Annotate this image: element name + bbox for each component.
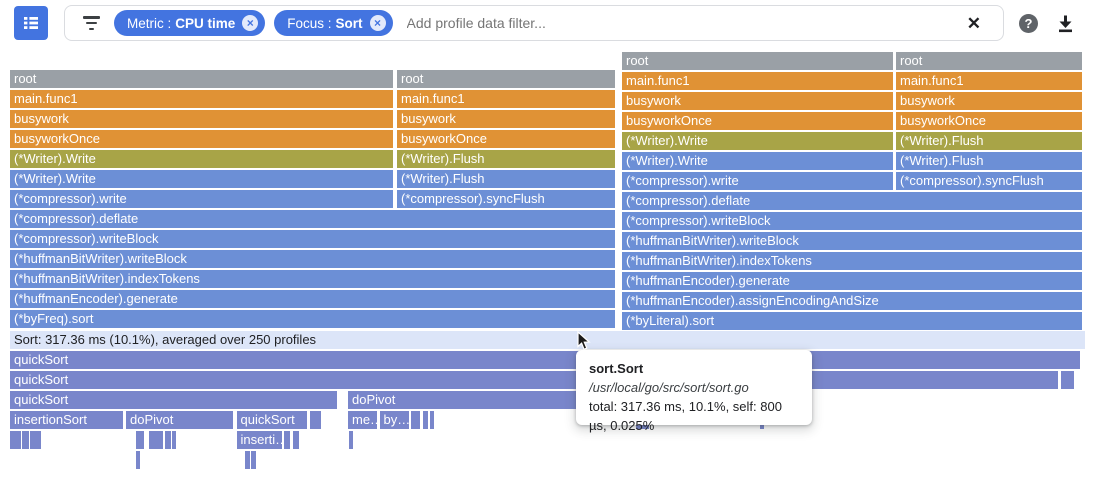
flame-frame[interactable] bbox=[410, 411, 420, 429]
flame-frame--compressor-writeblock[interactable]: (*compressor).writeBlock bbox=[622, 212, 1082, 230]
flame-frame-by-[interactable]: by… bbox=[379, 411, 409, 429]
flame-frame--writer-write[interactable]: (*Writer).Write bbox=[10, 170, 393, 188]
flame-frame[interactable] bbox=[136, 431, 144, 449]
flame-frame-dopivot[interactable]: doPivot bbox=[126, 411, 233, 429]
flame-frame--compressor-syncflush[interactable]: (*compressor).syncFlush bbox=[397, 190, 615, 208]
flame-frame[interactable] bbox=[293, 431, 299, 449]
flame-frame-busywork[interactable]: busywork bbox=[896, 92, 1082, 110]
flame-frame--writer-write[interactable]: (*Writer).Write bbox=[10, 150, 393, 168]
flame-frame--huffmanencoder-generate[interactable]: (*huffmanEncoder).generate bbox=[622, 272, 1082, 290]
flame-frame--huffmanbitwriter-indextokens[interactable]: (*huffmanBitWriter).indexTokens bbox=[622, 252, 1082, 270]
flame-frame[interactable] bbox=[22, 431, 29, 449]
flame-frame-busywork[interactable]: busywork bbox=[10, 110, 393, 128]
flame-frame-quicksort[interactable]: quickSort bbox=[10, 391, 337, 409]
flame-frame[interactable] bbox=[149, 431, 163, 449]
flame-frame[interactable] bbox=[245, 451, 250, 469]
chip-metric-cpu-time[interactable]: Metric : CPU time × bbox=[114, 10, 266, 36]
flame-frame--byfreq-sort[interactable]: (*byFreq).sort bbox=[10, 310, 615, 328]
flame-frame-insertionsort[interactable]: insertionSort bbox=[10, 411, 123, 429]
flame-frame--huffmanbitwriter-writeblock[interactable]: (*huffmanBitWriter).writeBlock bbox=[622, 232, 1082, 250]
clear-filters-icon[interactable]: ✕ bbox=[966, 14, 981, 33]
flame-frame[interactable] bbox=[171, 431, 176, 449]
flame-frame--writer-flush[interactable]: (*Writer).Flush bbox=[397, 170, 615, 188]
chip-prefix: Metric : bbox=[127, 15, 172, 31]
flame-frame-root[interactable]: root bbox=[10, 70, 393, 88]
filter-input[interactable] bbox=[404, 14, 1003, 32]
flame-frame-main-func1[interactable]: main.func1 bbox=[397, 90, 615, 108]
flame-frame-busyworkonce[interactable]: busyworkOnce bbox=[896, 112, 1082, 130]
flame-frame-main-func1[interactable]: main.func1 bbox=[896, 72, 1082, 90]
flame-frame[interactable] bbox=[348, 431, 353, 449]
flame-frame--huffmanbitwriter-indextokens[interactable]: (*huffmanBitWriter).indexTokens bbox=[10, 270, 615, 288]
chip-value: CPU time bbox=[175, 15, 236, 31]
chip-value: Sort bbox=[335, 15, 363, 31]
flame-frame-root[interactable]: root bbox=[896, 52, 1082, 70]
flame-frame--compressor-writeblock[interactable]: (*compressor).writeBlock bbox=[10, 230, 615, 248]
filter-list-icon bbox=[82, 16, 100, 30]
flame-frame-busywork[interactable]: busywork bbox=[397, 110, 615, 128]
flame-frame-root[interactable]: root bbox=[622, 52, 893, 70]
view-list-icon bbox=[24, 17, 38, 29]
flame-frame[interactable] bbox=[1060, 371, 1074, 389]
flame-frame--compressor-write[interactable]: (*compressor).write bbox=[10, 190, 393, 208]
flame-frame-sort-317-36-ms-10-1-averaged-over-250-profiles[interactable]: Sort: 317.36 ms (10.1%), averaged over 2… bbox=[10, 331, 1085, 349]
chip-remove-icon[interactable]: × bbox=[242, 15, 259, 31]
flame-frame[interactable] bbox=[30, 431, 34, 449]
tooltip-stats: total: 317.36 ms, 10.1%, self: 800 µs, 0… bbox=[589, 399, 782, 433]
flame-frame--writer-flush[interactable]: (*Writer).Flush bbox=[896, 152, 1082, 170]
flame-frame[interactable] bbox=[34, 431, 41, 449]
toolbar: Metric : CPU time × Focus : Sort × ✕ ? bbox=[0, 0, 1096, 48]
menu-button[interactable] bbox=[14, 6, 48, 40]
flame-frame--compressor-write[interactable]: (*compressor).write bbox=[622, 172, 893, 190]
flame-frame--writer-flush[interactable]: (*Writer).Flush bbox=[397, 150, 615, 168]
frame-tooltip: sort.Sort /usr/local/go/src/sort/sort.go… bbox=[576, 350, 812, 433]
download-icon[interactable] bbox=[1055, 13, 1076, 34]
mouse-cursor-icon bbox=[577, 331, 591, 351]
flame-frame--huffmanbitwriter-writeblock[interactable]: (*huffmanBitWriter).writeBlock bbox=[10, 250, 615, 268]
flame-frame[interactable] bbox=[165, 431, 171, 449]
flame-frame-busyworkonce[interactable]: busyworkOnce bbox=[397, 130, 615, 148]
flame-frame--compressor-syncflush[interactable]: (*compressor).syncFlush bbox=[896, 172, 1082, 190]
tooltip-source-path: /usr/local/go/src/sort/sort.go bbox=[589, 380, 749, 395]
flame-frame[interactable] bbox=[429, 411, 434, 429]
flame-frame[interactable] bbox=[310, 411, 321, 429]
chip-remove-icon[interactable]: × bbox=[369, 15, 386, 31]
flame-frame-main-func1[interactable]: main.func1 bbox=[622, 72, 893, 90]
flame-frame-busyworkonce[interactable]: busyworkOnce bbox=[10, 130, 393, 148]
flame-frame-me-[interactable]: me… bbox=[348, 411, 377, 429]
flame-frame--compressor-deflate[interactable]: (*compressor).deflate bbox=[10, 210, 615, 228]
flame-frame-inserti-[interactable]: inserti… bbox=[236, 431, 282, 449]
flame-frame-root[interactable]: root bbox=[397, 70, 615, 88]
flame-frame-busywork[interactable]: busywork bbox=[622, 92, 893, 110]
flame-frame--byliteral-sort[interactable]: (*byLiteral).sort bbox=[622, 312, 1082, 330]
flame-frame[interactable] bbox=[10, 431, 21, 449]
flame-frame-quicksort[interactable]: quickSort bbox=[10, 351, 1080, 369]
flame-frame[interactable] bbox=[250, 451, 256, 469]
flame-frame--writer-flush[interactable]: (*Writer).Flush bbox=[896, 132, 1082, 150]
flame-frame-quicksort[interactable]: quickSort bbox=[10, 371, 1058, 389]
flame-frame-busyworkonce[interactable]: busyworkOnce bbox=[622, 112, 893, 130]
tooltip-function-name: sort.Sort bbox=[589, 361, 644, 376]
flame-frame--huffmanencoder-assignencodingandsize[interactable]: (*huffmanEncoder).assignEncodingAndSize bbox=[622, 292, 1082, 310]
chip-prefix: Focus : bbox=[287, 15, 332, 31]
flame-frame-main-func1[interactable]: main.func1 bbox=[10, 90, 393, 108]
flame-frame--writer-write[interactable]: (*Writer).Write bbox=[622, 152, 893, 170]
chip-focus-sort[interactable]: Focus : Sort × bbox=[274, 10, 393, 36]
flame-frame[interactable] bbox=[422, 411, 428, 429]
flame-frame--compressor-deflate[interactable]: (*compressor).deflate bbox=[622, 192, 1082, 210]
flame-frame[interactable] bbox=[136, 451, 140, 469]
flame-frame-quicksort[interactable]: quickSort bbox=[236, 411, 307, 429]
filter-bar[interactable]: Metric : CPU time × Focus : Sort × ✕ bbox=[64, 5, 1004, 41]
flame-frame--huffmanencoder-generate[interactable]: (*huffmanEncoder).generate bbox=[10, 290, 615, 308]
flame-frame--writer-write[interactable]: (*Writer).Write bbox=[622, 132, 893, 150]
help-icon[interactable]: ? bbox=[1019, 14, 1038, 33]
flame-frame[interactable] bbox=[284, 431, 290, 449]
